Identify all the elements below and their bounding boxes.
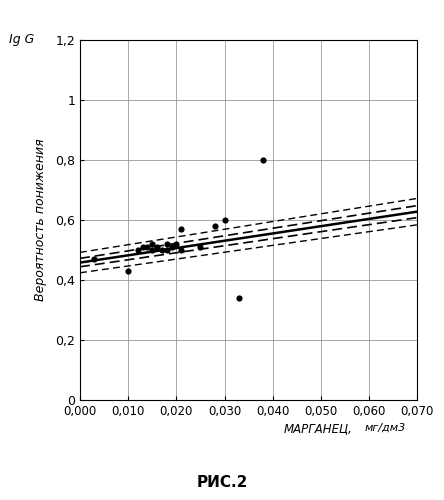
Point (134, 246, 141, 254)
Point (197, 243, 204, 251)
Point (154, 243, 161, 251)
Point (168, 243, 175, 251)
Point (149, 240, 156, 248)
Point (163, 240, 170, 248)
Point (159, 246, 166, 254)
Point (125, 267, 132, 275)
Point (211, 222, 218, 230)
Point (221, 216, 228, 224)
Text: Ig G: Ig G (9, 32, 34, 46)
Point (260, 156, 267, 164)
Point (144, 243, 151, 251)
Point (173, 240, 180, 248)
Text: МАРГАНЕЦ,: МАРГАНЕЦ, (284, 422, 353, 436)
Point (139, 243, 146, 251)
Point (91, 255, 98, 263)
Point (163, 246, 170, 254)
Point (149, 246, 156, 254)
Point (178, 246, 185, 254)
Point (235, 294, 242, 302)
Text: РИС.2: РИС.2 (196, 475, 248, 490)
Text: мг/дм3: мг/дм3 (364, 422, 405, 432)
Y-axis label: Вероятность понижения: Вероятность понижения (34, 138, 47, 302)
Point (178, 225, 185, 233)
